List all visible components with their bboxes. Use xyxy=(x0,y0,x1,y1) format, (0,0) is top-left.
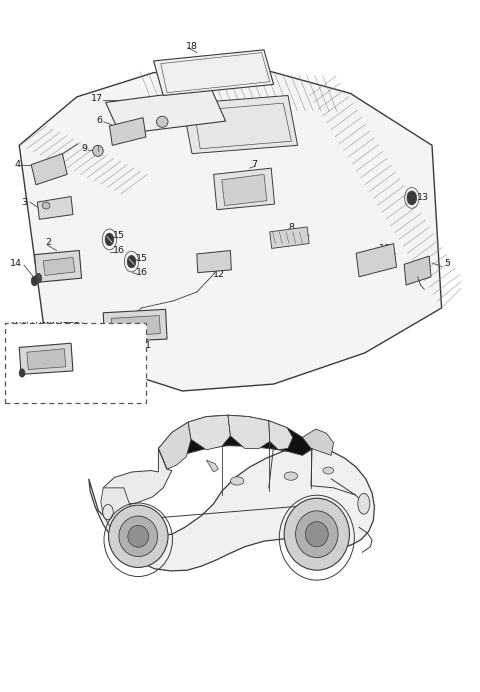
Polygon shape xyxy=(19,343,73,374)
Text: 2: 2 xyxy=(45,238,51,248)
Ellipse shape xyxy=(103,504,113,520)
Circle shape xyxy=(19,369,25,377)
Polygon shape xyxy=(103,309,167,342)
Text: 11: 11 xyxy=(170,111,182,120)
Text: 8: 8 xyxy=(288,223,294,233)
Text: 15: 15 xyxy=(113,231,125,241)
Polygon shape xyxy=(356,244,396,277)
Ellipse shape xyxy=(42,202,50,209)
Polygon shape xyxy=(43,257,75,275)
Ellipse shape xyxy=(323,467,334,474)
Ellipse shape xyxy=(156,116,168,127)
Polygon shape xyxy=(182,95,298,154)
Ellipse shape xyxy=(119,516,157,556)
Circle shape xyxy=(407,191,417,205)
Polygon shape xyxy=(37,197,73,219)
Polygon shape xyxy=(270,227,309,248)
Polygon shape xyxy=(109,118,146,145)
Polygon shape xyxy=(154,50,274,95)
Circle shape xyxy=(31,276,38,286)
Ellipse shape xyxy=(230,477,244,485)
Text: 6: 6 xyxy=(96,116,103,125)
Polygon shape xyxy=(214,168,275,210)
Text: 18: 18 xyxy=(186,42,198,51)
Circle shape xyxy=(127,255,136,268)
Polygon shape xyxy=(101,488,142,540)
Text: 17: 17 xyxy=(91,93,103,103)
Text: 12: 12 xyxy=(213,269,225,279)
Polygon shape xyxy=(158,415,313,459)
Polygon shape xyxy=(27,349,66,370)
Ellipse shape xyxy=(284,472,298,480)
Ellipse shape xyxy=(93,145,103,156)
Polygon shape xyxy=(222,174,267,206)
FancyBboxPatch shape xyxy=(5,323,146,403)
Ellipse shape xyxy=(296,511,338,558)
Text: 3: 3 xyxy=(22,197,28,207)
Polygon shape xyxy=(206,460,218,472)
Polygon shape xyxy=(188,415,230,450)
Text: 16: 16 xyxy=(113,246,125,255)
Ellipse shape xyxy=(358,493,370,514)
Polygon shape xyxy=(197,251,231,273)
Ellipse shape xyxy=(128,525,149,547)
Polygon shape xyxy=(228,415,270,448)
Polygon shape xyxy=(111,316,160,336)
Ellipse shape xyxy=(284,498,349,570)
Polygon shape xyxy=(35,251,82,282)
Polygon shape xyxy=(19,66,442,391)
Text: 9: 9 xyxy=(81,144,87,154)
Ellipse shape xyxy=(108,505,168,567)
Text: 1: 1 xyxy=(145,341,151,351)
Text: 14: 14 xyxy=(10,259,22,268)
Text: 7: 7 xyxy=(252,160,257,170)
Circle shape xyxy=(105,233,114,246)
Polygon shape xyxy=(106,89,226,134)
Polygon shape xyxy=(103,448,172,504)
Text: 13: 13 xyxy=(417,192,429,202)
Polygon shape xyxy=(269,421,293,450)
Text: 4: 4 xyxy=(14,160,20,170)
Ellipse shape xyxy=(305,522,328,547)
Text: 16: 16 xyxy=(136,268,148,277)
Polygon shape xyxy=(31,154,67,185)
Text: 5: 5 xyxy=(444,259,450,268)
Circle shape xyxy=(35,273,42,283)
Polygon shape xyxy=(158,422,191,469)
Text: 15: 15 xyxy=(136,253,148,263)
Text: (W/ILLUMINATED): (W/ILLUMINATED) xyxy=(10,322,85,331)
Polygon shape xyxy=(302,429,334,455)
Text: 10: 10 xyxy=(379,244,391,253)
Text: 1: 1 xyxy=(43,337,49,347)
Polygon shape xyxy=(404,256,431,285)
Polygon shape xyxy=(89,448,374,571)
